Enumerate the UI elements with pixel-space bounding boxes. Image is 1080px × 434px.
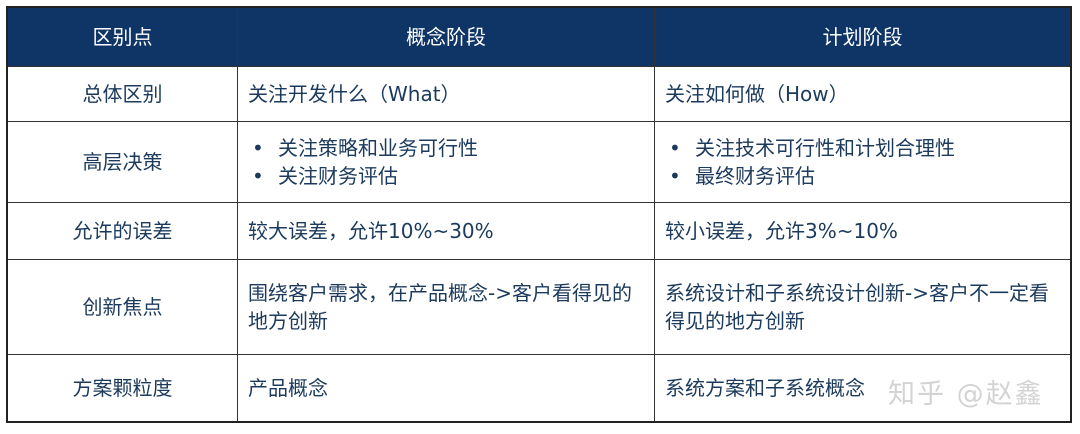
concept-cell: 产品概念 <box>237 354 655 423</box>
header-cell: 区别点 <box>6 6 238 67</box>
bullet-item: 关注策略和业务可行性 <box>252 134 644 162</box>
table-row: 创新焦点 围绕客户需求，在产品概念->客户看得见的地方创新 系统设计和子系统设计… <box>6 259 1072 355</box>
concept-cell: 较大误差，允许10%~30% <box>237 202 655 260</box>
plan-cell: 关注技术可行性和计划合理性 最终财务评估 <box>654 121 1072 203</box>
header-cell: 计划阶段 <box>654 6 1072 67</box>
bullet-item: 关注技术可行性和计划合理性 <box>669 134 1060 162</box>
plan-cell: 关注如何做（How） <box>654 66 1072 122</box>
row-label: 总体区别 <box>6 66 238 122</box>
bullet-item: 最终财务评估 <box>669 162 1060 190</box>
comparison-table: 区别点 概念阶段 计划阶段 总体区别 关注开发什么（What） 关注如何做（Ho… <box>6 6 1072 423</box>
bullet-item: 关注财务评估 <box>252 162 644 190</box>
table-row: 总体区别 关注开发什么（What） 关注如何做（How） <box>6 66 1072 122</box>
concept-cell: 关注策略和业务可行性 关注财务评估 <box>237 121 655 203</box>
header-cell: 概念阶段 <box>237 6 655 67</box>
table-row: 高层决策 关注策略和业务可行性 关注财务评估 关注技术可行性和计划合理性 最终财… <box>6 121 1072 203</box>
row-label: 高层决策 <box>6 121 238 203</box>
watermark: 知乎 @赵鑫 <box>888 379 1044 410</box>
plan-cell: 系统方案和子系统概念 <box>654 354 1072 423</box>
table-row: 方案颗粒度 产品概念 系统方案和子系统概念 <box>6 354 1072 423</box>
concept-cell: 围绕客户需求，在产品概念->客户看得见的地方创新 <box>237 259 655 355</box>
concept-cell: 关注开发什么（What） <box>237 66 655 122</box>
plan-cell: 系统设计和子系统设计创新->客户不一定看得见的地方创新 <box>654 259 1072 355</box>
row-label: 允许的误差 <box>6 202 238 260</box>
plan-cell: 较小误差，允许3%~10% <box>654 202 1072 260</box>
row-label: 方案颗粒度 <box>6 354 238 423</box>
row-label: 创新焦点 <box>6 259 238 355</box>
header-row: 区别点 概念阶段 计划阶段 <box>6 6 1072 67</box>
table-row: 允许的误差 较大误差，允许10%~30% 较小误差，允许3%~10% <box>6 202 1072 260</box>
